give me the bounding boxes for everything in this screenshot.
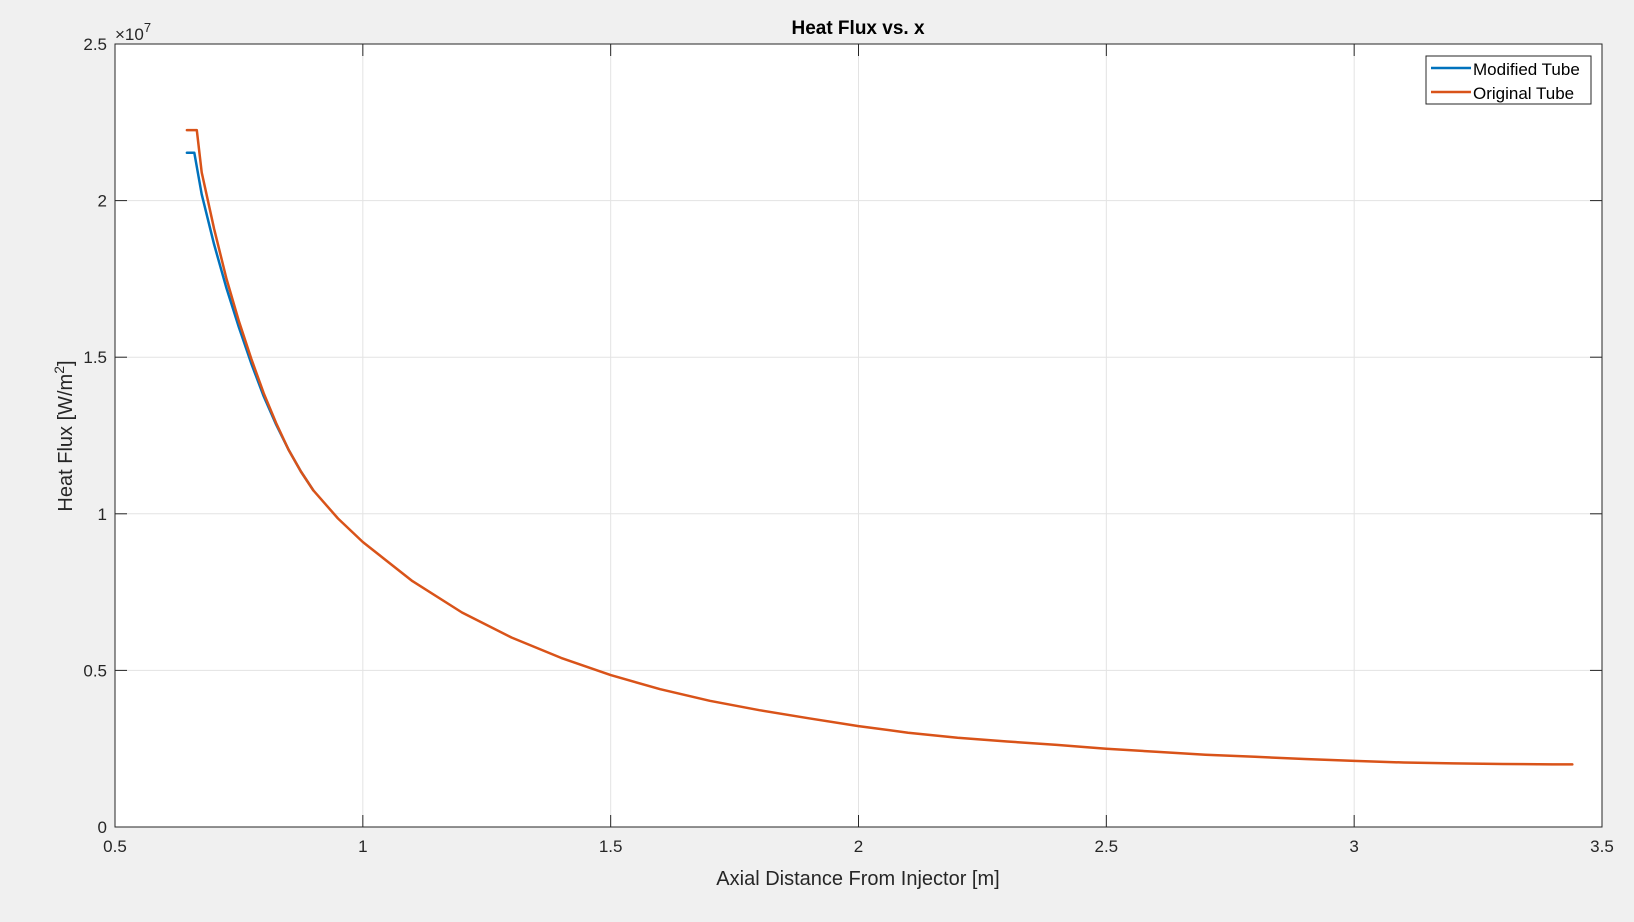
y-axis-label-main: Heat Flux [W/m xyxy=(55,374,77,512)
y-tick-label: 1.5 xyxy=(83,348,107,367)
legend-box xyxy=(1425,55,1592,105)
y-tick-label: 1 xyxy=(98,505,107,524)
chart-title: Heat Flux vs. x xyxy=(791,18,924,39)
x-tick-label: 2.5 xyxy=(1095,837,1119,856)
legend: Modified Tube Original Tube xyxy=(1425,55,1592,105)
x-tick-label: 3 xyxy=(1349,837,1358,856)
y-axis-exponent: ×107 xyxy=(115,20,151,44)
x-axis-label: Axial Distance From Injector [m] xyxy=(716,868,999,890)
y-axis-exponent-base: ×10 xyxy=(115,25,144,44)
series-line-original-tube xyxy=(185,128,1574,766)
x-tick-label: 3.5 xyxy=(1590,837,1614,856)
legend-label-original-tube: Original Tube xyxy=(1473,84,1574,103)
y-tick-label: 0.5 xyxy=(83,661,107,680)
y-axis-label-superscript: 2 xyxy=(51,366,67,374)
x-tick-label: 0.5 xyxy=(103,837,127,856)
y-axis-label: Heat Flux [W/m2] xyxy=(51,360,77,511)
y-tick-label: 2 xyxy=(98,192,107,211)
y-tick-label: 2.5 xyxy=(83,35,107,54)
x-tick-label: 1 xyxy=(358,837,367,856)
y-axis-exponent-power: 7 xyxy=(144,20,151,35)
x-tick-label: 2 xyxy=(854,837,863,856)
x-tick-label: 1.5 xyxy=(599,837,623,856)
series-lines xyxy=(185,128,1574,766)
y-axis-label-end: ] xyxy=(55,360,77,366)
grid-lines xyxy=(115,44,1602,827)
y-tick-label: 0 xyxy=(98,818,107,837)
axis-ticks: 0.5 1 1.5 2 2.5 3 3.500.511.522.5 xyxy=(83,35,1613,856)
legend-label-modified-tube: Modified Tube xyxy=(1473,60,1580,79)
